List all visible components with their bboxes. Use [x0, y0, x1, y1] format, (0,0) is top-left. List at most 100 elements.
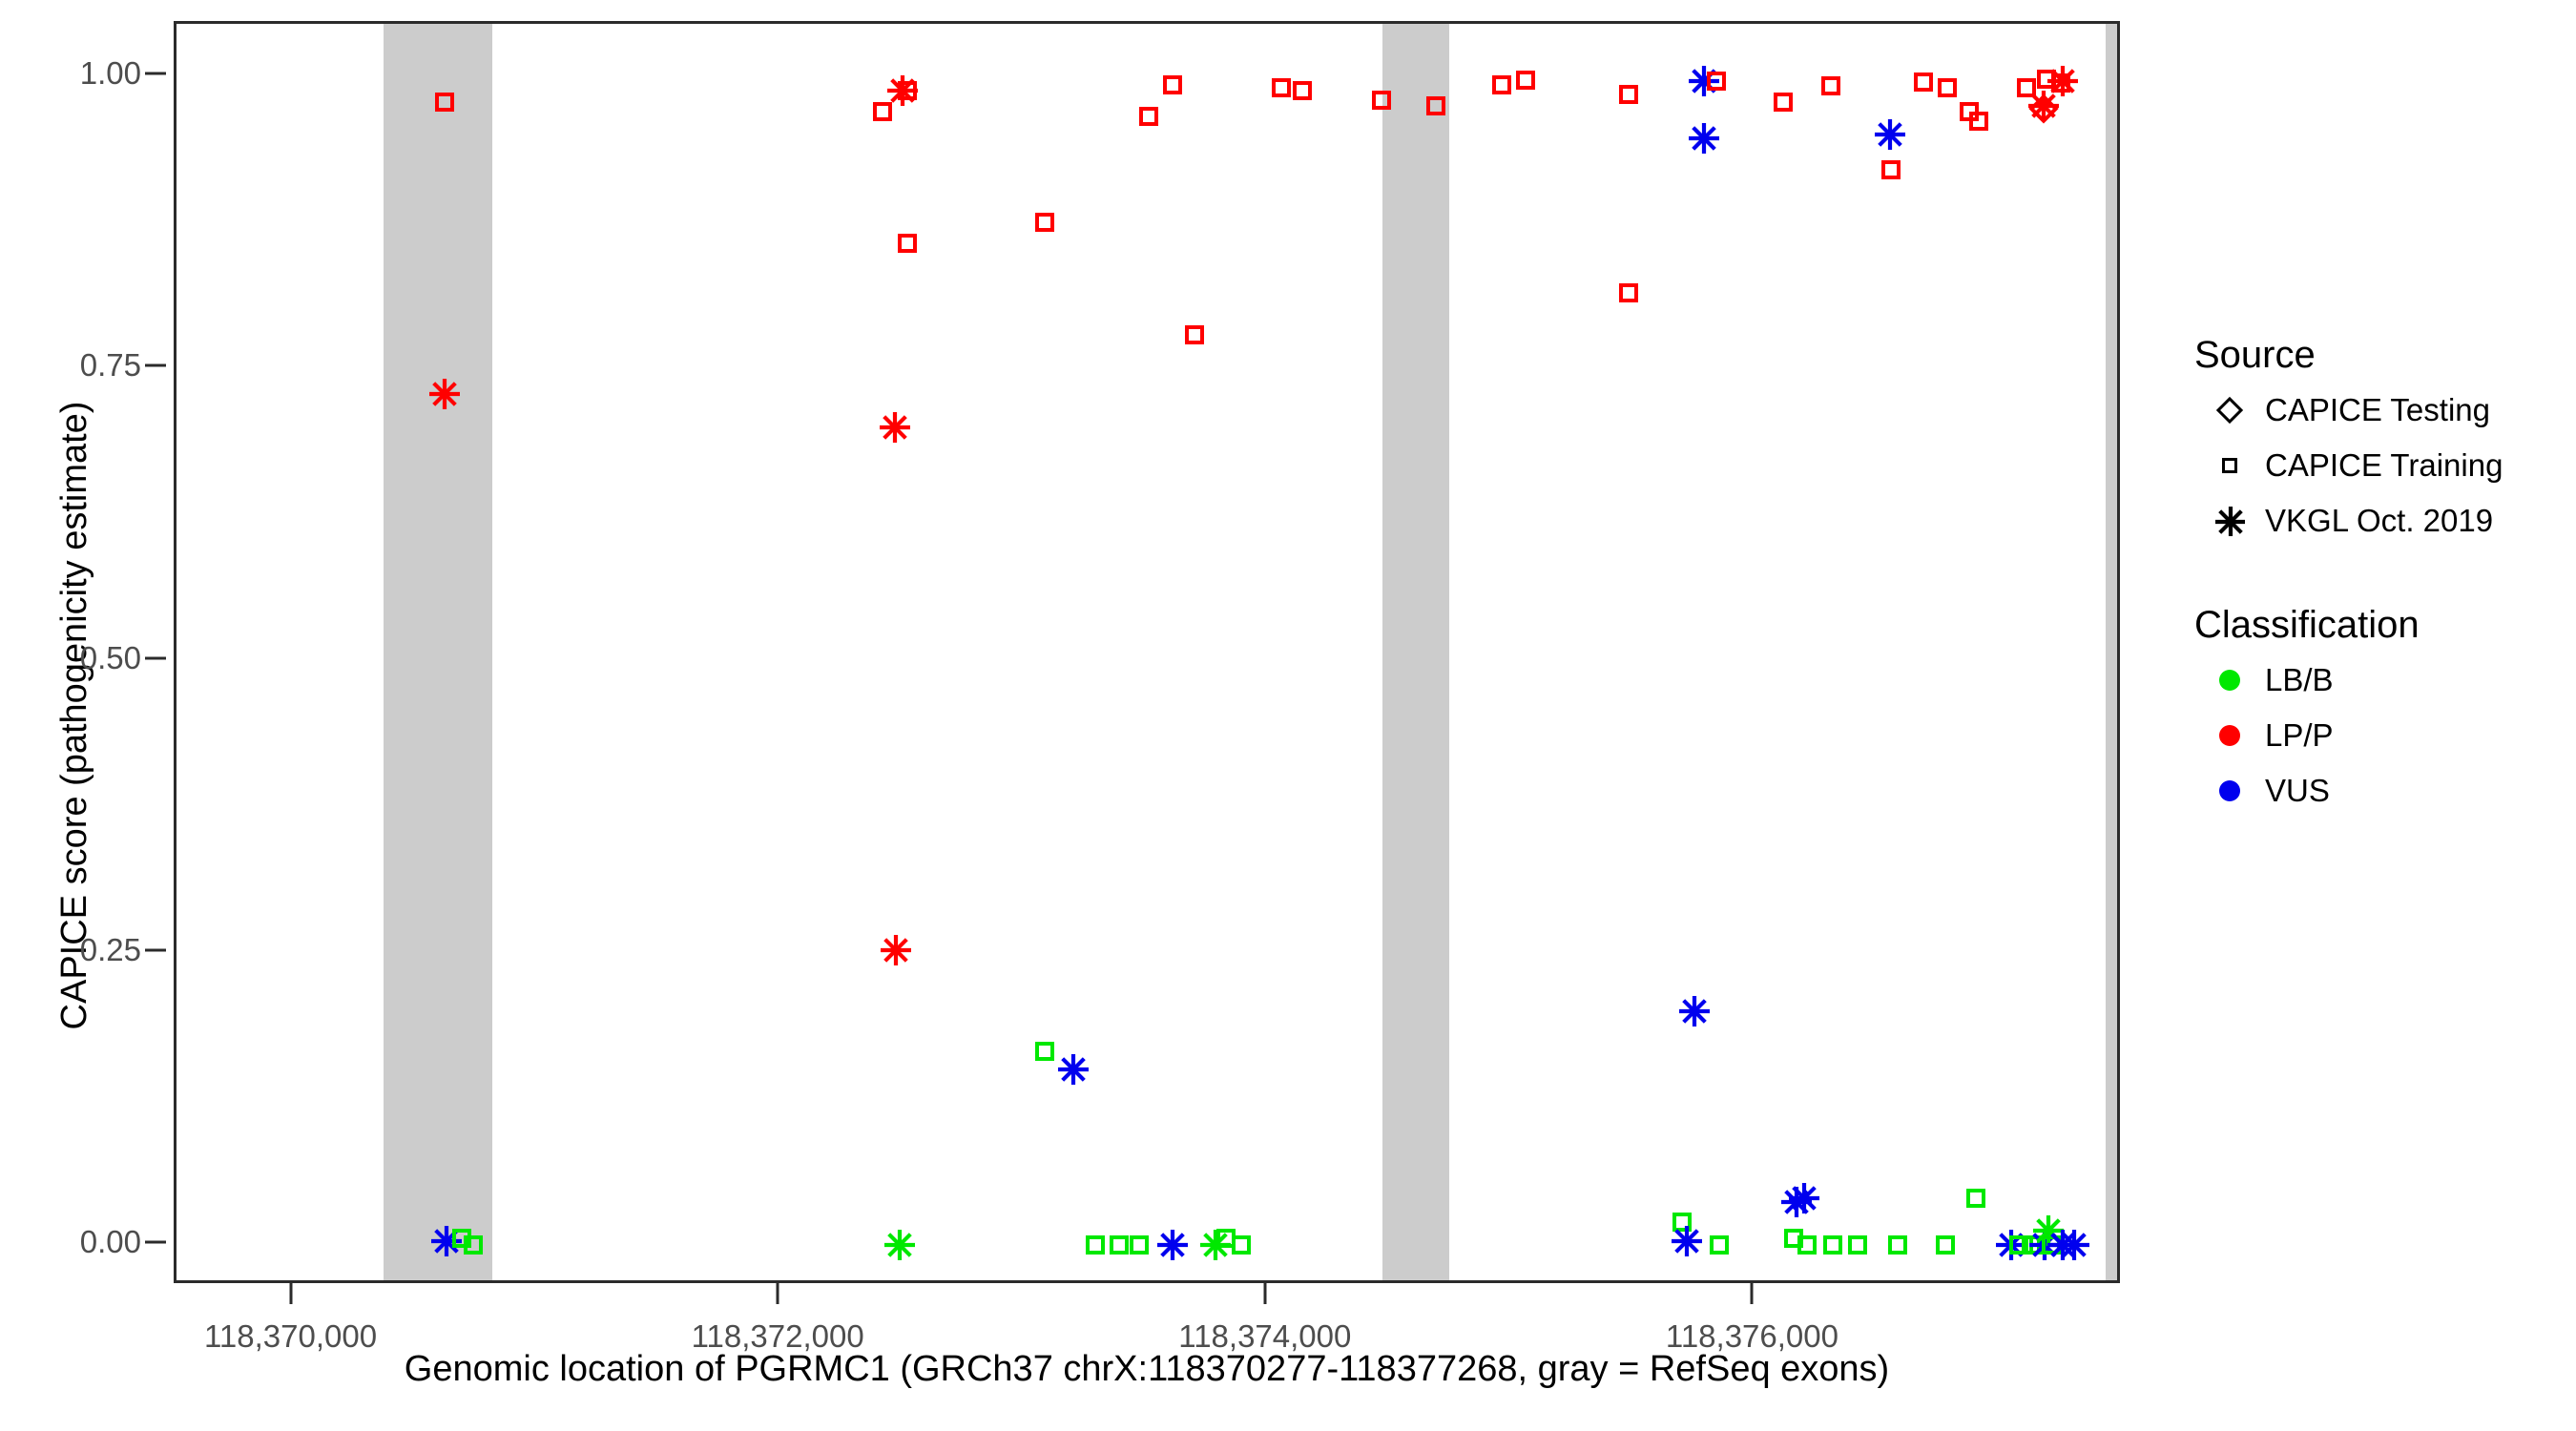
y-tick-label: 1.00 [79, 55, 141, 92]
data-point-square [1185, 324, 1205, 344]
data-point-asterisk [1688, 122, 1720, 155]
data-point-square [1820, 75, 1840, 95]
legend-classification-items: LB/B LP/P VUS [2194, 653, 2576, 819]
data-point-square [1371, 90, 1391, 110]
x-axis-title: Genomic location of PGRMC1 (GRCh37 chrX:… [404, 1349, 1890, 1389]
data-point-square [1938, 78, 1958, 98]
y-axis-ticks: 0.00 0.25 0.50 0.75 1.00 [0, 0, 141, 1431]
x-tick-label: 118,374,000 [1178, 1318, 1352, 1354]
data-point-square [897, 234, 917, 254]
data-point-square [1881, 160, 1901, 180]
data-point-square [1035, 1041, 1055, 1061]
legend-item-label: LP/P [2265, 717, 2334, 753]
data-point-square [1969, 111, 1989, 131]
data-point-square [464, 1235, 484, 1255]
diamond-icon [2194, 396, 2265, 425]
legend-item-square[interactable]: CAPICE Training [2194, 438, 2576, 493]
data-point-square [1491, 74, 1511, 94]
data-point-asterisk [880, 934, 912, 966]
color-dot-icon [2194, 725, 2265, 746]
data-point-asterisk [1788, 1182, 1820, 1214]
x-tick-mark [776, 1283, 779, 1304]
data-point-square [1163, 74, 1183, 94]
data-point-square [434, 93, 454, 113]
data-point-square [1965, 1189, 1985, 1209]
plot-panel [174, 21, 2120, 1283]
legend-item-label: LB/B [2265, 662, 2334, 697]
data-point-square [1292, 80, 1312, 100]
exon-band [1381, 24, 1450, 1280]
data-point-square [1913, 73, 1933, 93]
data-point-asterisk [2058, 1229, 2090, 1261]
legend-source-items: CAPICE Testing CAPICE Training VKGL Oct. 2… [2194, 383, 2576, 549]
legend-item-label: VKGL Oct. 2019 [2265, 503, 2494, 538]
exon-band [384, 24, 492, 1280]
data-point-square [1618, 282, 1638, 302]
legend-spacer [2194, 549, 2576, 604]
data-point-square [1138, 106, 1158, 126]
data-point-asterisk [1057, 1053, 1090, 1086]
data-point-square [1773, 93, 1793, 113]
data-point-asterisk [1874, 118, 1906, 151]
data-point-square [1710, 1235, 1730, 1255]
data-point-square [1231, 1235, 1251, 1255]
data-point-asterisk [879, 411, 911, 444]
legend-item-asterisk[interactable]: VKGL Oct. 2019 [2194, 493, 2576, 549]
data-point-square [1618, 84, 1638, 104]
data-point-square [1887, 1235, 1907, 1255]
data-point-square [1935, 1235, 1955, 1255]
x-tick-mark [1263, 1283, 1267, 1304]
legend-item-diamond[interactable]: CAPICE Testing [2194, 383, 2576, 438]
legend-item-vus[interactable]: VUS [2194, 763, 2576, 819]
data-point-square [873, 101, 893, 121]
data-point-square [1085, 1235, 1105, 1255]
legend: Source CAPICE Testing CAPICE Training VKGL… [2194, 334, 2576, 819]
data-point-square [1847, 1235, 1867, 1255]
y-tick-mark [145, 656, 166, 660]
legend-item-label: CAPICE Training [2265, 447, 2503, 483]
x-tick-label: 118,372,000 [691, 1318, 864, 1354]
data-point-square [1110, 1235, 1130, 1255]
data-point-square [1426, 95, 1445, 115]
data-point-square [2050, 73, 2070, 93]
color-dot-icon [2194, 670, 2265, 691]
data-point-asterisk [883, 1229, 916, 1261]
legend-classification-title: Classification [2194, 604, 2420, 646]
exon-band [2106, 24, 2117, 1280]
y-tick-mark [145, 948, 166, 952]
data-point-square [2017, 78, 2037, 98]
legend-item-lb-b[interactable]: LB/B [2194, 653, 2576, 708]
y-tick-label: 0.00 [79, 1224, 141, 1260]
y-tick-mark [145, 72, 166, 75]
x-tick-label: 118,376,000 [1665, 1318, 1839, 1354]
legend-source-title: Source [2194, 334, 2316, 376]
data-point-square [1797, 1235, 1818, 1255]
data-point-square [1516, 70, 1536, 90]
y-tick-label: 0.75 [79, 347, 141, 384]
x-tick-mark [289, 1283, 293, 1304]
square-icon [2194, 458, 2265, 473]
data-point-square [1129, 1235, 1149, 1255]
data-point-asterisk [2046, 65, 2079, 97]
y-tick-label: 0.25 [79, 931, 141, 967]
legend-item-label: VUS [2265, 773, 2330, 808]
data-point-asterisk [1671, 1225, 1703, 1257]
data-point-square [897, 80, 917, 100]
data-point-asterisk [428, 378, 461, 410]
data-point-asterisk [1156, 1229, 1189, 1261]
data-point-square [1706, 72, 1726, 92]
y-tick-label: 0.50 [79, 639, 141, 675]
data-point-asterisk [1678, 995, 1711, 1027]
data-point-square [2009, 1235, 2029, 1255]
data-point-square [1271, 78, 1291, 98]
data-point-square [1035, 213, 1055, 233]
legend-item-lp-p[interactable]: LP/P [2194, 708, 2576, 763]
asterisk-icon [2194, 506, 2265, 536]
y-tick-mark [145, 363, 166, 367]
color-dot-icon [2194, 780, 2265, 801]
data-point-asterisk [2027, 90, 2060, 122]
y-tick-mark [145, 1240, 166, 1244]
legend-item-label: CAPICE Testing [2265, 392, 2490, 427]
data-point-square [1823, 1235, 1843, 1255]
